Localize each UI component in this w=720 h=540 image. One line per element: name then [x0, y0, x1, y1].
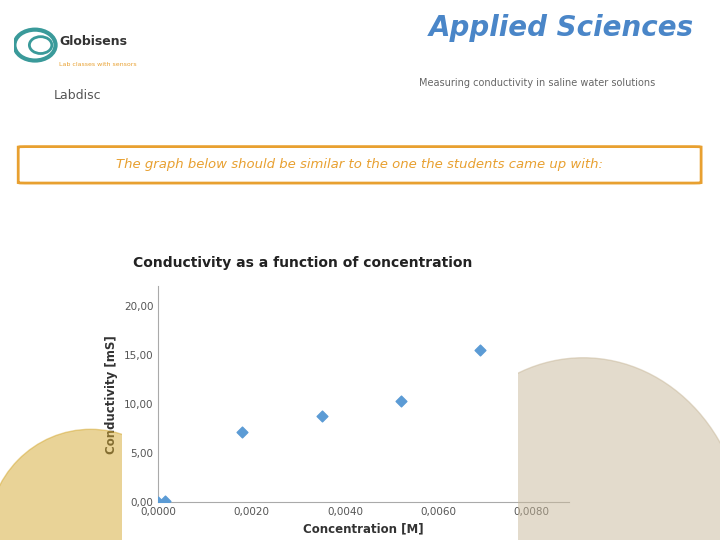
Circle shape — [0, 429, 194, 540]
Text: Applied Sciences: Applied Sciences — [428, 14, 693, 42]
Text: Globisens: Globisens — [59, 35, 127, 48]
X-axis label: Concentration [M]: Concentration [M] — [303, 523, 424, 536]
Point — [395, 397, 407, 406]
Point — [474, 346, 486, 354]
Text: Results and analysis: Results and analysis — [426, 105, 602, 120]
Text: Measuring conductivity in saline water solutions: Measuring conductivity in saline water s… — [419, 78, 655, 89]
Y-axis label: Conductivity [mS]: Conductivity [mS] — [105, 335, 118, 454]
Text: Conductivity as a function of concentration: Conductivity as a function of concentrat… — [132, 256, 472, 270]
Text: Labdisc: Labdisc — [54, 89, 102, 102]
Text: The graph below should be similar to the one the students came up with:: The graph below should be similar to the… — [117, 158, 603, 171]
Text: Liquid Conductivity: Liquid Conductivity — [426, 47, 591, 62]
Text: Lab classes with sensors: Lab classes with sensors — [59, 62, 137, 66]
Circle shape — [421, 357, 720, 540]
Point — [153, 497, 164, 506]
FancyBboxPatch shape — [18, 146, 701, 183]
Point — [160, 497, 171, 505]
Point — [237, 428, 248, 437]
Point — [316, 411, 328, 420]
